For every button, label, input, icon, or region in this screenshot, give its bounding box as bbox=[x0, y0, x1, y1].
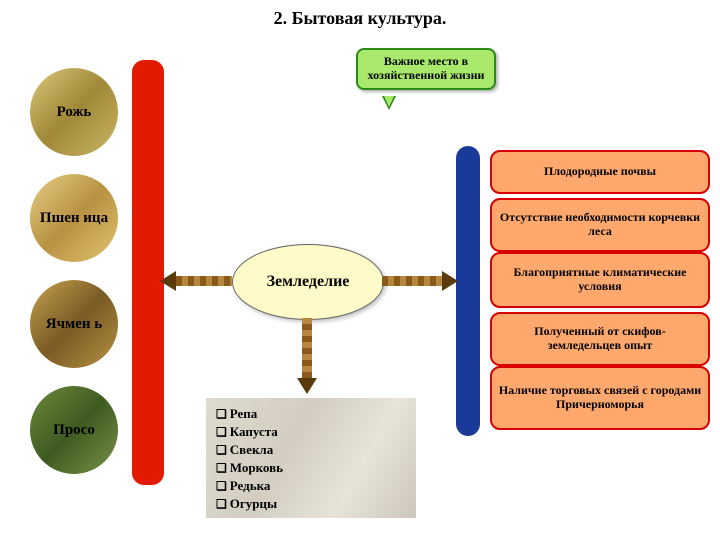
center-label: Земледелие bbox=[267, 273, 350, 291]
callout-bubble: Важное место в хозяйственной жизни bbox=[356, 48, 496, 90]
vegetable-item: Репа bbox=[216, 406, 283, 422]
crop-label: Ячмен ь bbox=[46, 316, 103, 333]
arrow-down-head bbox=[297, 378, 317, 394]
center-oval: Земледелие bbox=[232, 244, 384, 320]
vegetable-item: Огурцы bbox=[216, 496, 283, 512]
vegetable-item: Редька bbox=[216, 478, 283, 494]
fact-box: Отсутствие необходимости корчевки леса bbox=[490, 198, 710, 252]
page-title: 2. Бытовая культура. bbox=[0, 8, 720, 29]
arrow-left-head bbox=[160, 271, 176, 291]
callout-text: Важное место в хозяйственной жизни bbox=[368, 54, 485, 82]
arrow-left-shaft bbox=[176, 276, 232, 286]
vegetable-item: Морковь bbox=[216, 460, 283, 476]
crop-label: Просо bbox=[53, 422, 95, 439]
vegetable-box: Репа Капуста Свекла Морковь Редька Огурцы bbox=[206, 398, 416, 518]
crop-circle: Рожь bbox=[30, 68, 118, 156]
crop-circle: Пшен ица bbox=[30, 174, 118, 262]
crop-label: Рожь bbox=[57, 104, 92, 121]
arrow-right-head bbox=[442, 271, 458, 291]
fact-box: Полученный от скифов-земледельцев опыт bbox=[490, 312, 710, 366]
crop-circle: Просо bbox=[30, 386, 118, 474]
vegetable-item: Капуста bbox=[216, 424, 283, 440]
arrow-right-shaft bbox=[382, 276, 442, 286]
fact-box: Наличие торговых связей с городами Приче… bbox=[490, 366, 710, 430]
callout-tail bbox=[382, 96, 396, 110]
blue-bar bbox=[456, 146, 480, 436]
crop-circle: Ячмен ь bbox=[30, 280, 118, 368]
crop-label: Пшен ица bbox=[40, 210, 108, 227]
vegetable-item: Свекла bbox=[216, 442, 283, 458]
vegetable-list: Репа Капуста Свекла Морковь Редька Огурцы bbox=[216, 406, 283, 514]
arrow-down-shaft bbox=[302, 318, 312, 378]
fact-box: Благоприятные климатические условия bbox=[490, 252, 710, 308]
fact-box: Плодородные почвы bbox=[490, 150, 710, 194]
